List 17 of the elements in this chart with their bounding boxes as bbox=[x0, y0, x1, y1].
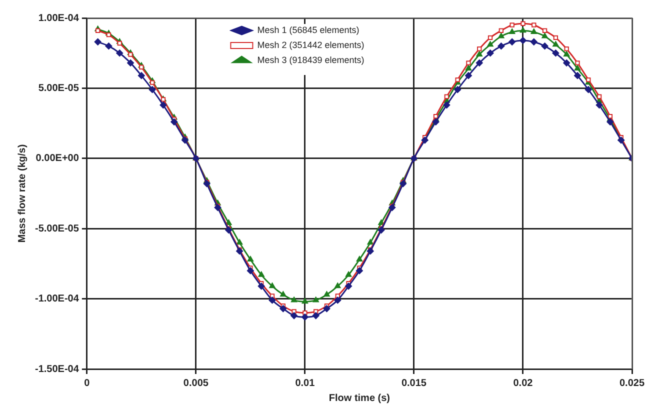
x-axis-title: Flow time (s) bbox=[328, 392, 390, 404]
x-tick-label: 0.01 bbox=[295, 378, 316, 389]
x-tick-label: 0.005 bbox=[183, 378, 209, 389]
y-tick-label: -5.00E-05 bbox=[34, 223, 80, 234]
y-tick-label: 5.00E-05 bbox=[38, 82, 80, 94]
y-tick-label: 0.00E+00 bbox=[36, 153, 80, 164]
x-tick-label: 0.015 bbox=[401, 378, 427, 389]
legend-label: Mesh 3 (918439 elements) bbox=[257, 54, 364, 65]
x-tick-label: 0.02 bbox=[513, 378, 534, 389]
y-axis-title: Mass flow rate (kg/s) bbox=[16, 144, 28, 243]
x-tick-label: 0.025 bbox=[619, 378, 645, 389]
legend-label: Mesh 1 (56845 elements) bbox=[257, 24, 360, 35]
legend-label: Mesh 2 (351442 elements) bbox=[257, 40, 364, 50]
y-tick-label: -1.50E-04 bbox=[34, 364, 80, 375]
y-tick-label: 1.00E-04 bbox=[38, 12, 80, 24]
x-tick-label: 0 bbox=[84, 378, 90, 389]
y-tick-label: -1.00E-04 bbox=[34, 294, 80, 305]
